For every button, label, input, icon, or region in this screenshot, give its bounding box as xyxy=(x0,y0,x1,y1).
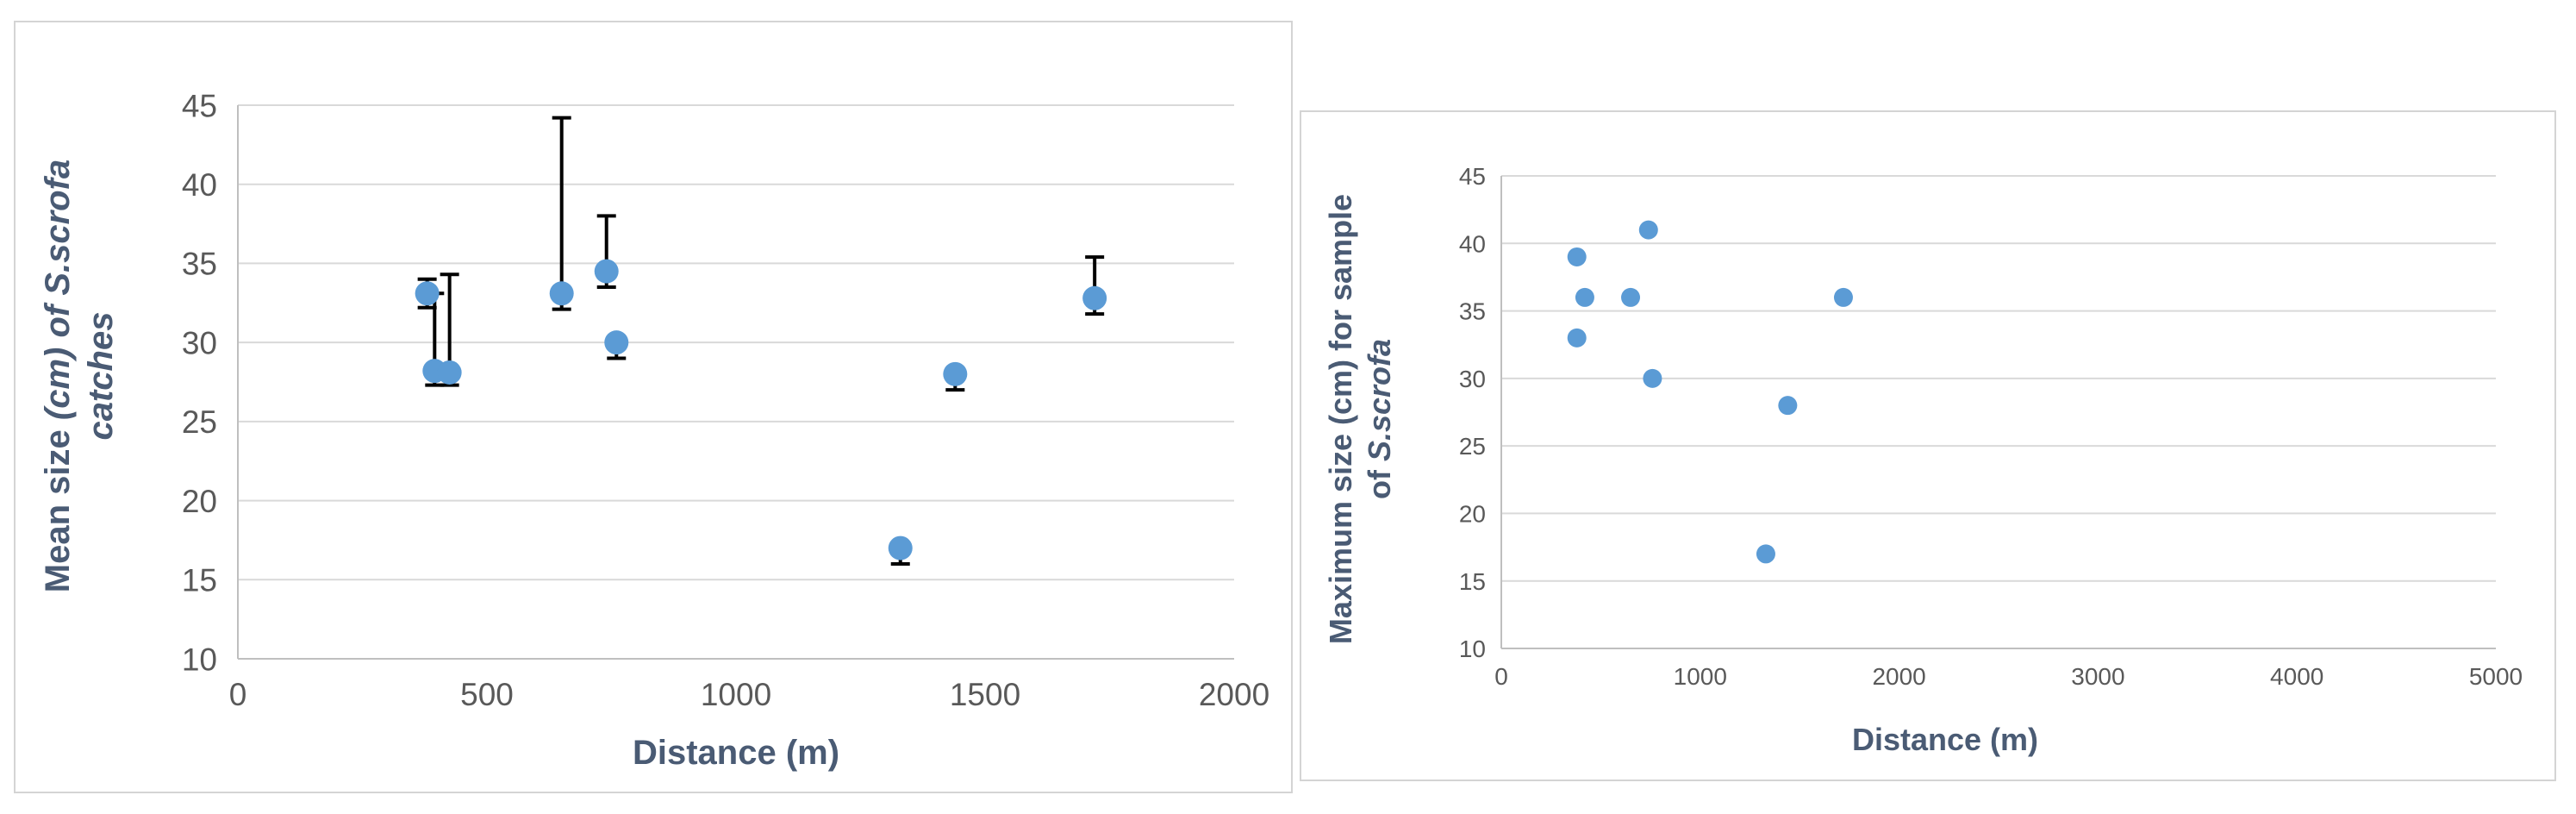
data-point xyxy=(549,281,574,306)
data-point xyxy=(604,330,629,355)
y-tick-label: 45 xyxy=(182,88,217,123)
y-axis-title-part: S.scrofa xyxy=(1362,339,1397,461)
x-tick-label: 2000 xyxy=(1199,677,1269,712)
data-point xyxy=(594,259,619,284)
y-tick-label: 25 xyxy=(182,404,217,440)
data-point xyxy=(943,361,968,386)
y-axis-title-line: catches xyxy=(82,312,120,441)
y-tick-label: 15 xyxy=(1459,568,1486,595)
x-tick-label: 2000 xyxy=(1872,663,1925,690)
y-tick-label: 30 xyxy=(1459,366,1486,392)
y-tick-label: 10 xyxy=(182,642,217,677)
mean-size-chart-panel: 10 15 20 25 30 35 40 45 0 500 1000 1500 2000 Distance… xyxy=(14,21,1293,793)
data-point xyxy=(1082,285,1107,310)
data-point xyxy=(1621,287,1641,307)
y-tick-label: 40 xyxy=(182,167,217,203)
y-tick-label: 35 xyxy=(1459,298,1486,325)
data-point xyxy=(1833,287,1853,307)
y-tick-label: 20 xyxy=(182,484,217,519)
x-tick-label: 1500 xyxy=(950,677,1020,712)
mean-size-chart: 10 15 20 25 30 35 40 45 0 500 1000 1500 2000 Distance… xyxy=(39,88,1269,772)
data-point xyxy=(437,360,462,385)
x-tick-label: 500 xyxy=(460,677,514,712)
x-tick-label: 4000 xyxy=(2270,663,2323,690)
y-tick-label: 15 xyxy=(182,563,217,598)
y-tick-label: 30 xyxy=(182,325,217,360)
y-axis-title-part: S.scrofa xyxy=(39,160,77,296)
data-point xyxy=(1643,368,1662,388)
y-tick-label: 35 xyxy=(182,247,217,282)
y-axis-title-part: (cm) of xyxy=(39,296,77,420)
data-point xyxy=(1778,396,1798,416)
max-size-chart-panel: 10 15 20 25 30 35 40 45 0 1000 2000 3000 4000 5000 Dis… xyxy=(1300,110,2556,781)
y-axis-title-part: of xyxy=(1362,461,1397,499)
data-point xyxy=(415,281,440,306)
y-axis-title-line: of S.scrofa xyxy=(1362,339,1397,499)
y-axis-title-part: Maximum size (cm) for sample xyxy=(1323,194,1358,644)
max-size-chart: 10 15 20 25 30 35 40 45 0 1000 2000 3000 4000 5000 Dis… xyxy=(1323,163,2523,757)
data-point xyxy=(1756,544,1775,564)
x-tick-label: 0 xyxy=(1494,663,1508,690)
data-point xyxy=(888,535,913,560)
x-tick-label: 1000 xyxy=(1674,663,1727,690)
data-point xyxy=(1638,220,1658,240)
y-tick-label: 10 xyxy=(1459,636,1486,662)
data-point xyxy=(1567,328,1587,348)
x-tick-label: 5000 xyxy=(2469,663,2523,690)
y-tick-label: 40 xyxy=(1459,230,1486,257)
x-axis-title: Distance (m) xyxy=(633,734,839,772)
y-axis-title-part: catches xyxy=(82,312,120,441)
data-point xyxy=(1575,287,1594,307)
y-tick-label: 20 xyxy=(1459,501,1486,528)
x-tick-label: 3000 xyxy=(2071,663,2124,690)
data-point xyxy=(1567,247,1587,266)
y-axis-title-line: Mean size (cm) of S.scrofa xyxy=(39,160,77,592)
x-tick-label: 0 xyxy=(229,677,247,712)
x-tick-label: 1000 xyxy=(701,677,771,712)
y-tick-label: 45 xyxy=(1459,163,1486,190)
y-tick-label: 25 xyxy=(1459,433,1486,460)
y-axis-title-part: Mean size xyxy=(39,420,77,592)
y-axis-title-line: Maximum size (cm) for sample xyxy=(1323,194,1358,644)
x-axis-title: Distance (m) xyxy=(1852,722,2038,757)
